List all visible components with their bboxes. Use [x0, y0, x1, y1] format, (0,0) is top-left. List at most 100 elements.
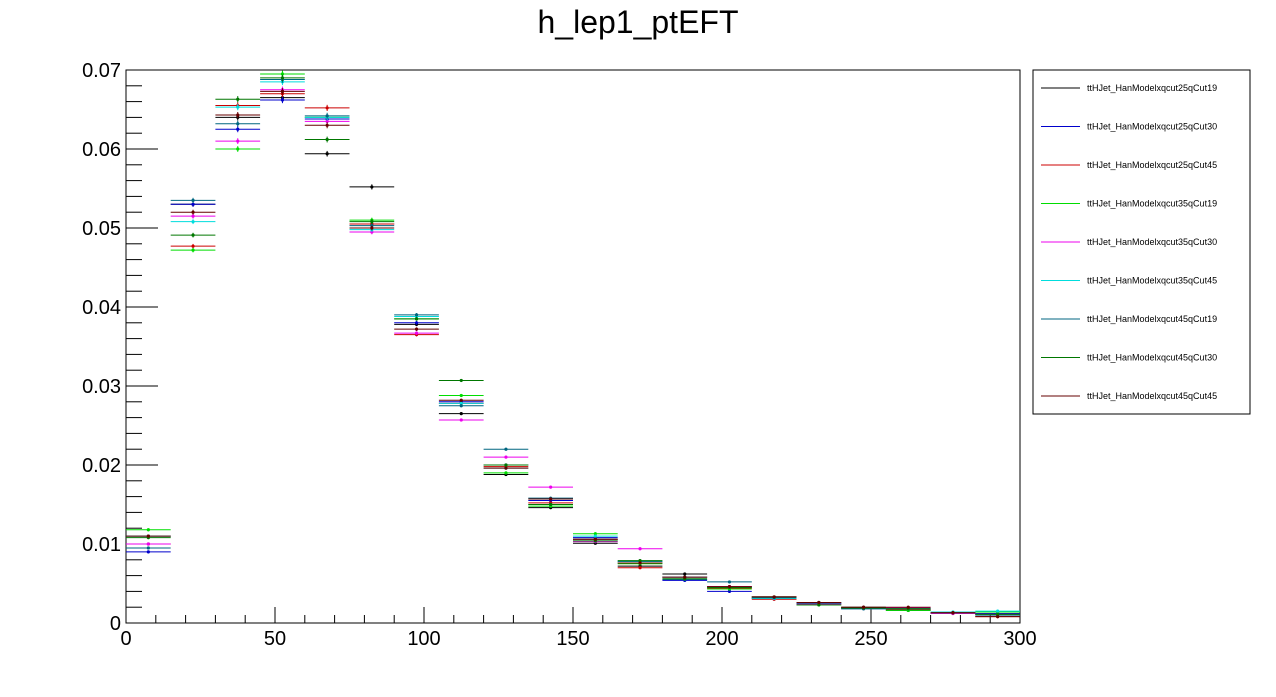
data-point [975, 612, 1020, 616]
data-point [260, 96, 305, 104]
x-tick-label: 200 [705, 628, 738, 650]
data-point [975, 609, 1020, 613]
data-point [126, 550, 171, 554]
y-tick-label: 0.01 [82, 534, 121, 556]
data-point [438, 393, 484, 398]
y-axis: 0 0.01 0.02 0.03 0.04 0.05 0.06 0.07 [82, 60, 158, 635]
series-ttHJet_HanModelxqcut45qCut45 [126, 88, 1020, 619]
legend-label: ttHJet_HanModelxqcut45qCut19 [1087, 314, 1217, 324]
data-point [438, 378, 484, 383]
data-point [707, 580, 752, 584]
legend-label: ttHJet_HanModelxqcut35qCut30 [1087, 237, 1217, 247]
legend-label: ttHJet_HanModelxqcut25qCut19 [1087, 83, 1217, 93]
data-point [215, 126, 261, 133]
data-point [170, 247, 216, 253]
chart-title: h_lep1_ptEFT [537, 4, 738, 40]
x-tick-label: 300 [1003, 628, 1036, 650]
data-point [170, 243, 216, 249]
data-point [215, 120, 261, 127]
y-tick-label: 0.03 [82, 376, 121, 398]
data-point [126, 542, 171, 546]
data-point [215, 146, 261, 152]
data-point [438, 412, 484, 416]
data-point [438, 398, 484, 402]
y-tick-label: 0.05 [82, 218, 121, 240]
data-point [394, 320, 439, 325]
x-tick-label: 150 [556, 628, 589, 650]
legend-entry: ttHJet_HanModelxqcut35qCut45 [1041, 276, 1217, 286]
data-point [573, 534, 618, 538]
data-point [304, 150, 350, 157]
x-tick-label: 100 [407, 628, 440, 650]
y-tick-label: 0.04 [82, 297, 121, 319]
data-point [349, 219, 395, 225]
data-point [483, 466, 529, 470]
data-point [215, 111, 261, 119]
y-tick-label: 0 [110, 613, 121, 635]
data-point [349, 184, 395, 190]
legend-entry: ttHJet_HanModelxqcut45qCut45 [1041, 391, 1217, 401]
data-point [349, 229, 395, 235]
legend-label: ttHJet_HanModelxqcut35qCut45 [1087, 276, 1217, 286]
data-point [260, 74, 305, 82]
y-tick-label: 0.07 [82, 60, 121, 82]
data-point [170, 197, 216, 203]
data-point [260, 88, 305, 95]
data-point [796, 603, 842, 607]
legend-label: ttHJet_HanModelxqcut45qCut30 [1087, 353, 1217, 363]
data-point [394, 313, 439, 317]
data-point [215, 96, 261, 103]
data-point [304, 136, 350, 143]
legend-entry: ttHJet_HanModelxqcut35qCut30 [1041, 237, 1217, 247]
data-point [394, 327, 439, 331]
legend-label: ttHJet_HanModelxqcut25qCut30 [1087, 122, 1217, 132]
data-point [483, 455, 529, 459]
data-point [438, 418, 484, 422]
data-point [304, 104, 350, 112]
legend: ttHJet_HanModelxqcut25qCut19 ttHJet_HanMo… [1032, 69, 1251, 415]
series-layer [126, 70, 1020, 619]
data-point [796, 600, 842, 605]
data-point [930, 611, 976, 615]
legend-entry: ttHJet_HanModelxqcut45qCut19 [1041, 314, 1217, 324]
data-point [126, 546, 171, 550]
legend-label: ttHJet_HanModelxqcut35qCut19 [1087, 199, 1217, 209]
data-point [349, 225, 395, 231]
data-point [662, 572, 708, 576]
data-point [885, 605, 931, 609]
data-point [528, 502, 573, 507]
data-point [483, 471, 529, 475]
data-point [394, 331, 439, 335]
data-point [215, 138, 261, 144]
data-point [707, 585, 752, 589]
x-tick-label: 250 [854, 628, 887, 650]
x-axis: 0 50 100 150 200 250 300 [120, 607, 1037, 650]
data-point [304, 122, 350, 129]
data-point [126, 528, 171, 532]
data-point [438, 404, 484, 408]
data-point [438, 401, 484, 405]
data-point [975, 615, 1020, 619]
legend-label: ttHJet_HanModelxqcut25qCut45 [1087, 160, 1217, 170]
data-point [394, 317, 439, 321]
legend-entry: ttHJet_HanModelxqcut25qCut30 [1041, 122, 1217, 132]
data-point [170, 201, 216, 207]
data-point [528, 497, 573, 501]
data-point [170, 219, 216, 225]
legend-label: ttHJet_HanModelxqcut45qCut45 [1087, 391, 1217, 401]
data-point [841, 605, 886, 609]
y-tick-label: 0.02 [82, 455, 121, 477]
data-point [573, 537, 618, 541]
data-point [126, 534, 171, 538]
data-point [483, 463, 529, 467]
data-point [170, 232, 216, 238]
legend-entry: ttHJet_HanModelxqcut25qCut45 [1041, 160, 1217, 170]
data-point [662, 575, 708, 579]
data-point [617, 547, 663, 551]
data-point [617, 558, 663, 563]
data-point [304, 112, 350, 119]
data-point [215, 104, 261, 111]
y-tick-label: 0.06 [82, 139, 121, 161]
